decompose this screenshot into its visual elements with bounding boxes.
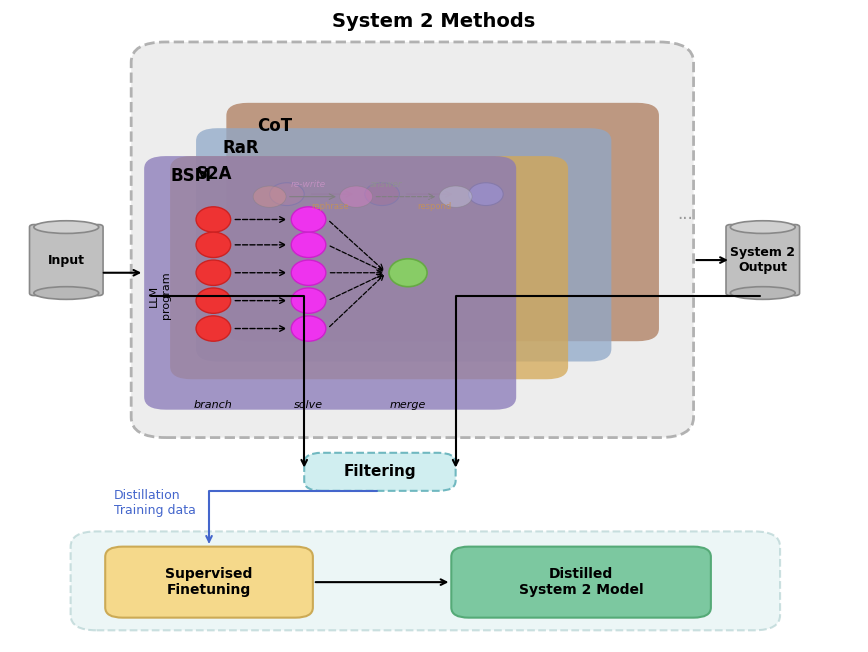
Ellipse shape	[292, 232, 326, 258]
Ellipse shape	[439, 186, 472, 207]
Ellipse shape	[292, 288, 326, 314]
FancyBboxPatch shape	[227, 103, 659, 341]
Text: System 2 Methods: System 2 Methods	[332, 12, 536, 31]
FancyBboxPatch shape	[30, 224, 103, 295]
FancyBboxPatch shape	[304, 452, 456, 491]
Text: S2A: S2A	[196, 165, 233, 183]
Text: re-write: re-write	[291, 181, 326, 190]
Ellipse shape	[196, 260, 231, 286]
Text: LLM
program: LLM program	[149, 272, 170, 319]
Text: Distilled
System 2 Model: Distilled System 2 Model	[519, 567, 643, 597]
FancyBboxPatch shape	[726, 224, 799, 295]
Ellipse shape	[196, 232, 231, 258]
Ellipse shape	[365, 183, 399, 205]
Text: merge: merge	[390, 400, 426, 409]
Ellipse shape	[34, 221, 99, 233]
Ellipse shape	[339, 186, 372, 207]
Ellipse shape	[270, 183, 304, 205]
Ellipse shape	[730, 221, 795, 233]
Ellipse shape	[196, 316, 231, 341]
FancyBboxPatch shape	[105, 546, 312, 617]
Ellipse shape	[389, 259, 427, 287]
FancyBboxPatch shape	[144, 156, 516, 409]
FancyBboxPatch shape	[70, 531, 780, 630]
Text: RaR: RaR	[222, 140, 259, 158]
FancyBboxPatch shape	[131, 42, 694, 437]
Ellipse shape	[34, 287, 99, 299]
Text: Input: Input	[48, 254, 85, 267]
Text: respond: respond	[417, 202, 451, 211]
Text: CoT: CoT	[257, 117, 292, 135]
Ellipse shape	[253, 186, 286, 207]
Text: branch: branch	[194, 400, 233, 409]
Text: solve: solve	[294, 400, 323, 409]
FancyBboxPatch shape	[170, 156, 569, 379]
Text: Filtering: Filtering	[344, 464, 417, 479]
Ellipse shape	[292, 316, 326, 341]
Text: System 2
Output: System 2 Output	[730, 246, 795, 274]
Ellipse shape	[730, 287, 795, 299]
Text: Supervised
Finetuning: Supervised Finetuning	[166, 567, 253, 597]
FancyBboxPatch shape	[451, 546, 711, 617]
Text: BSM: BSM	[170, 168, 211, 185]
Text: ...: ...	[677, 205, 693, 224]
Ellipse shape	[292, 207, 326, 232]
Ellipse shape	[196, 207, 231, 232]
Text: answer: answer	[370, 181, 403, 190]
Ellipse shape	[469, 183, 503, 205]
FancyBboxPatch shape	[196, 128, 611, 361]
Text: Distillation
Training data: Distillation Training data	[114, 488, 196, 516]
Text: rephrase: rephrase	[312, 202, 349, 211]
Ellipse shape	[196, 288, 231, 314]
Ellipse shape	[292, 260, 326, 286]
